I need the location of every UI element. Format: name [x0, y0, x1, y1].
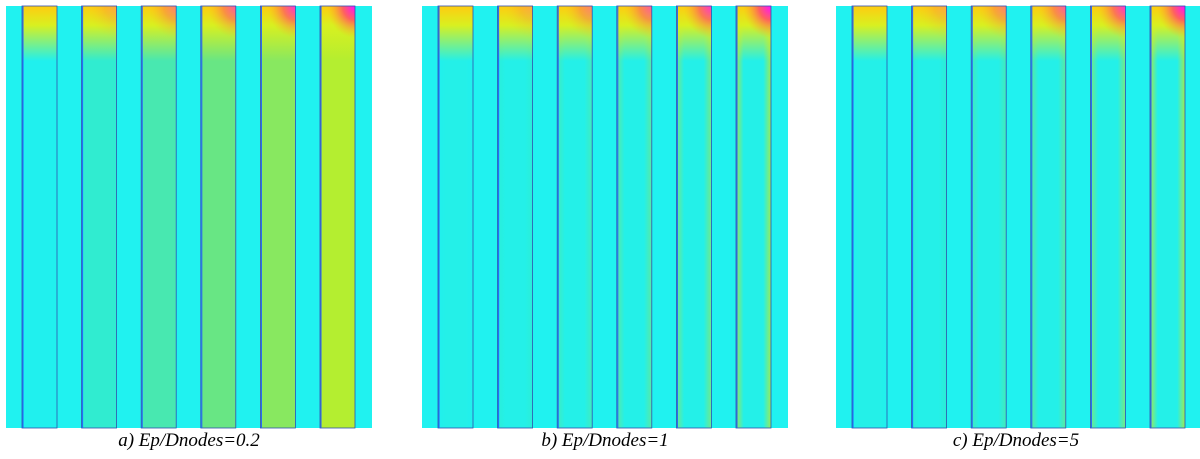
column: [141, 6, 177, 428]
column-border: [1090, 5, 1126, 429]
column-corner: [200, 6, 236, 46]
column-corner: [736, 6, 771, 46]
column-border: [735, 5, 772, 429]
column: [260, 6, 296, 428]
column: [1030, 6, 1066, 428]
column-border: [1149, 5, 1186, 429]
panels: [6, 5, 1200, 429]
column: [200, 6, 236, 428]
column-border: [970, 5, 1007, 429]
column-border: [676, 5, 712, 429]
column-corner: [676, 6, 712, 46]
column: [81, 6, 117, 428]
column-corner: [557, 6, 593, 46]
column-border: [21, 5, 58, 429]
column-border: [319, 5, 356, 429]
caption: b) Ep/Dnodes=1: [541, 430, 668, 451]
caption: c) Ep/Dnodes=5: [953, 430, 1079, 451]
column: [1090, 6, 1126, 428]
column: [22, 6, 57, 428]
panel-background: [422, 6, 788, 428]
column-corner: [1090, 6, 1126, 46]
column: [320, 6, 355, 428]
column: [1150, 6, 1185, 428]
column: [971, 6, 1007, 428]
column: [557, 6, 593, 428]
column-corner: [911, 6, 947, 46]
panel-background: [6, 6, 372, 428]
column-border: [556, 5, 593, 429]
column-top: [852, 6, 887, 61]
column: [438, 6, 473, 428]
column-border: [1030, 5, 1067, 429]
caption: a) Ep/Dnodes=0.2: [118, 430, 260, 451]
column-border: [259, 5, 296, 429]
column: [852, 6, 887, 428]
column-border: [616, 5, 653, 429]
column-border: [81, 5, 117, 429]
column-corner: [616, 6, 652, 46]
column-corner: [1030, 6, 1066, 46]
column-corner: [141, 6, 177, 46]
column-top: [438, 6, 473, 61]
column: [497, 6, 533, 428]
column-corner: [1150, 6, 1185, 46]
column-corner: [320, 6, 355, 46]
column-border: [851, 5, 888, 429]
column-border: [497, 5, 534, 429]
column-corner: [971, 6, 1007, 46]
column-border: [437, 5, 474, 429]
column: [616, 6, 652, 428]
column-border: [911, 5, 947, 429]
column-corner: [497, 6, 533, 46]
column-corner: [81, 6, 117, 46]
column-border: [200, 5, 237, 429]
column: [736, 6, 771, 428]
column-border: [140, 5, 177, 429]
column: [676, 6, 712, 428]
column-corner: [260, 6, 296, 46]
panel-background: [836, 6, 1200, 428]
column: [911, 6, 947, 428]
column-top: [22, 6, 57, 61]
